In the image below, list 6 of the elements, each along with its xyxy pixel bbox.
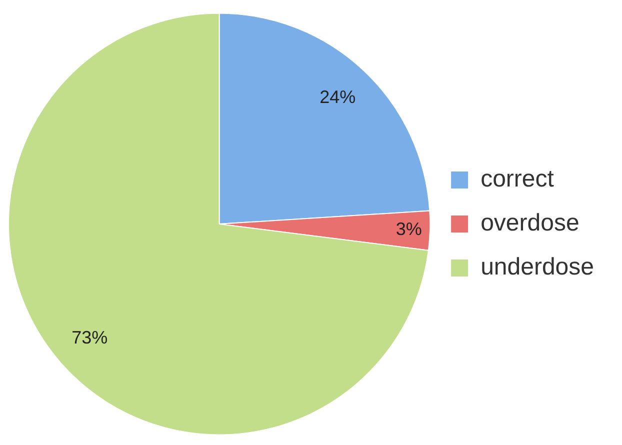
data-label: 24% <box>320 86 356 107</box>
legend-label: underdose <box>480 254 594 281</box>
legend-label: correct <box>480 166 554 193</box>
data-label: 3% <box>396 218 422 239</box>
data-label: 73% <box>72 327 108 348</box>
legend-label: overdose <box>480 210 580 237</box>
